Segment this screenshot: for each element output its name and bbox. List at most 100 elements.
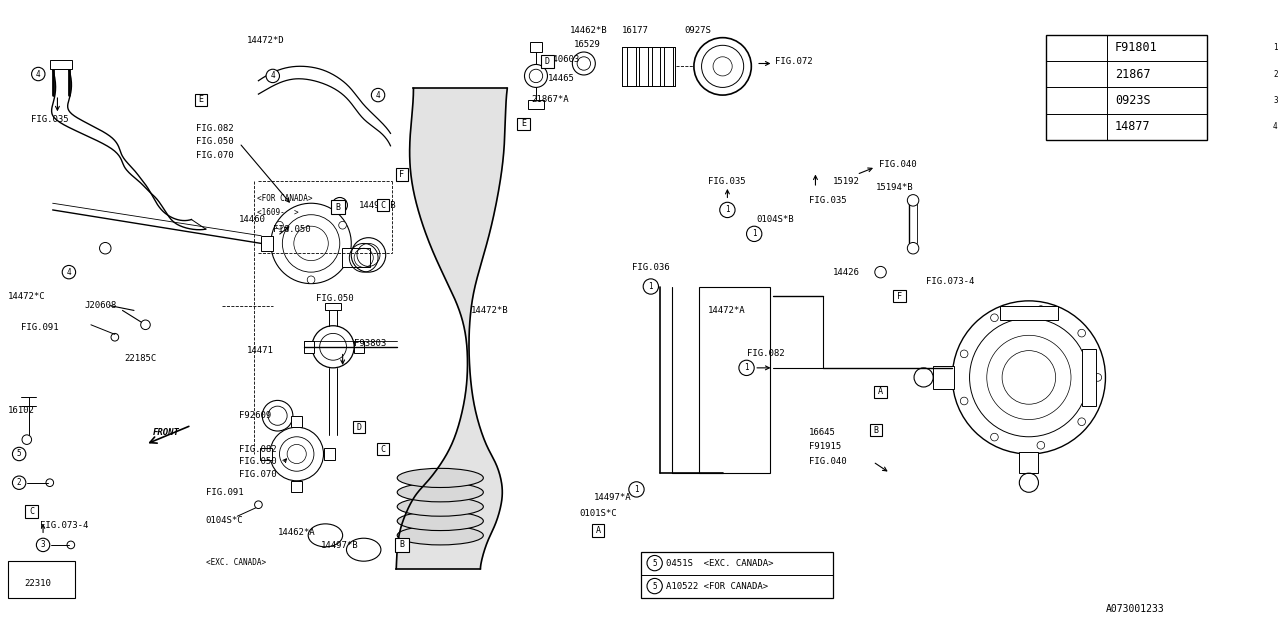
- Circle shape: [746, 226, 762, 241]
- Text: A40603: A40603: [548, 55, 580, 64]
- Bar: [342, 248, 370, 268]
- Text: 14472*B: 14472*B: [471, 306, 508, 315]
- Text: B: B: [399, 540, 404, 549]
- Text: 14462*B: 14462*B: [570, 26, 607, 35]
- Text: 4: 4: [67, 268, 72, 276]
- Bar: [664, 47, 673, 86]
- Circle shape: [1078, 330, 1085, 337]
- Circle shape: [701, 45, 744, 88]
- Text: 16177: 16177: [622, 26, 649, 35]
- Text: FIG.082: FIG.082: [196, 124, 234, 133]
- Text: 15192: 15192: [833, 177, 860, 186]
- Text: J20608: J20608: [84, 301, 116, 310]
- Circle shape: [991, 433, 998, 441]
- Circle shape: [312, 326, 355, 368]
- Text: 2: 2: [1274, 70, 1277, 79]
- Text: FIG.070: FIG.070: [239, 470, 276, 479]
- Text: 0101S*C: 0101S*C: [579, 509, 617, 518]
- Text: 14462*A: 14462*A: [278, 528, 315, 537]
- Text: A10522 <FOR CANADA>: A10522 <FOR CANADA>: [666, 582, 768, 591]
- Bar: [376, 443, 389, 456]
- Text: FIG.091: FIG.091: [206, 488, 243, 497]
- Text: F92609: F92609: [239, 412, 271, 420]
- Bar: [332, 200, 344, 214]
- Bar: [260, 448, 271, 460]
- Bar: [325, 303, 340, 310]
- Circle shape: [1037, 442, 1044, 449]
- Text: 21867*A: 21867*A: [531, 95, 568, 104]
- Text: 0104S*B: 0104S*B: [756, 215, 794, 224]
- Ellipse shape: [397, 497, 484, 516]
- Text: FIG.073-4: FIG.073-4: [927, 277, 975, 286]
- Text: 1: 1: [649, 282, 653, 291]
- Circle shape: [525, 65, 548, 88]
- Bar: [591, 524, 604, 537]
- Text: 5: 5: [653, 582, 657, 591]
- Bar: [1019, 452, 1038, 473]
- Circle shape: [694, 38, 751, 95]
- Bar: [874, 385, 887, 398]
- Text: FIG.072: FIG.072: [776, 57, 813, 66]
- Text: 4: 4: [1274, 122, 1277, 131]
- Text: C: C: [380, 201, 385, 210]
- Bar: [353, 421, 365, 433]
- Circle shape: [719, 202, 735, 218]
- Circle shape: [991, 314, 998, 321]
- Text: 14472*A: 14472*A: [708, 306, 746, 315]
- Text: 0104S*C: 0104S*C: [206, 516, 243, 525]
- Bar: [639, 47, 648, 86]
- Text: 5: 5: [653, 559, 657, 568]
- Text: 21867: 21867: [1115, 68, 1151, 81]
- Circle shape: [1267, 40, 1280, 56]
- Text: 4: 4: [376, 91, 380, 100]
- Text: 1: 1: [744, 364, 749, 372]
- Circle shape: [13, 476, 26, 490]
- Bar: [1046, 35, 1207, 140]
- Text: 4: 4: [270, 72, 275, 81]
- Text: FIG.040: FIG.040: [878, 161, 916, 170]
- Ellipse shape: [347, 538, 381, 561]
- Text: 4: 4: [36, 70, 41, 79]
- Bar: [1000, 306, 1057, 320]
- Bar: [933, 366, 954, 389]
- Circle shape: [255, 501, 262, 509]
- Circle shape: [270, 427, 324, 481]
- Bar: [530, 42, 541, 52]
- Circle shape: [713, 57, 732, 76]
- Text: FIG.050: FIG.050: [273, 225, 311, 234]
- Text: 1: 1: [751, 229, 756, 238]
- Text: A073001233: A073001233: [1106, 604, 1165, 614]
- Text: FIG.050: FIG.050: [196, 138, 234, 147]
- Circle shape: [262, 401, 293, 431]
- Text: FIG.036: FIG.036: [632, 263, 669, 272]
- Text: 14465: 14465: [548, 74, 575, 83]
- Text: 3: 3: [1274, 96, 1277, 105]
- Text: B: B: [335, 203, 340, 212]
- Bar: [305, 341, 314, 353]
- Bar: [355, 341, 364, 353]
- Text: F: F: [897, 292, 902, 301]
- Text: F91801: F91801: [1115, 42, 1157, 54]
- Text: 14877: 14877: [1115, 120, 1151, 133]
- Text: <FOR CANADA>: <FOR CANADA>: [256, 194, 312, 203]
- Circle shape: [275, 221, 283, 229]
- Circle shape: [63, 266, 76, 279]
- Bar: [50, 60, 72, 69]
- Circle shape: [36, 538, 50, 552]
- Text: E: E: [521, 119, 526, 128]
- Text: FIG.082: FIG.082: [239, 445, 276, 454]
- Text: <1609-  >: <1609- >: [256, 208, 298, 218]
- Circle shape: [13, 447, 26, 461]
- Circle shape: [141, 320, 150, 330]
- Text: 14426: 14426: [833, 268, 860, 276]
- Text: 5: 5: [17, 449, 22, 458]
- Text: FIG.070: FIG.070: [196, 151, 234, 160]
- Bar: [529, 100, 544, 109]
- Bar: [291, 416, 302, 427]
- Text: FRONT: FRONT: [154, 428, 180, 437]
- Circle shape: [739, 360, 754, 376]
- Text: D: D: [356, 422, 361, 432]
- Text: A: A: [878, 387, 883, 396]
- Ellipse shape: [397, 511, 484, 531]
- Text: 0451S  <EXC. CANADA>: 0451S <EXC. CANADA>: [666, 559, 773, 568]
